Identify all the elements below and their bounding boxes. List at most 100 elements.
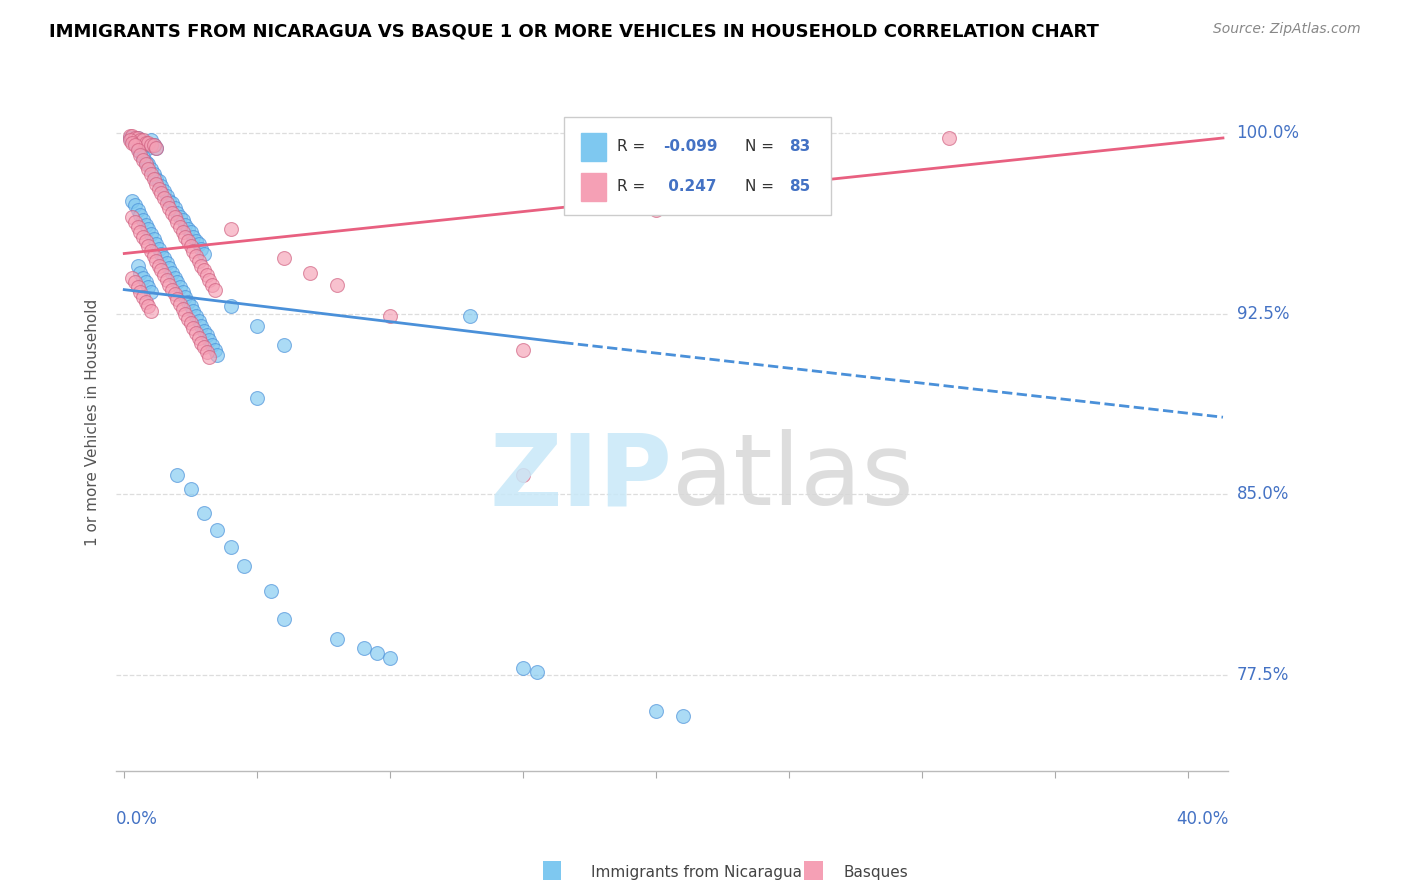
- Point: [156, 273, 179, 287]
- Point: [153, 191, 176, 205]
- Point: [273, 612, 295, 626]
- Point: [121, 211, 143, 225]
- Point: [127, 220, 149, 235]
- Point: [174, 290, 197, 304]
- Point: [163, 201, 186, 215]
- Point: [129, 145, 152, 160]
- Point: [160, 283, 183, 297]
- Point: [139, 227, 162, 242]
- Point: [207, 348, 229, 362]
- Point: [153, 252, 176, 266]
- Point: [177, 222, 200, 236]
- Point: [136, 222, 159, 236]
- Point: [124, 198, 146, 212]
- Point: [193, 340, 215, 354]
- Point: [148, 174, 170, 188]
- Point: [380, 309, 402, 323]
- Point: [132, 133, 155, 147]
- Point: [160, 266, 183, 280]
- Point: [127, 131, 149, 145]
- Point: [145, 140, 167, 154]
- Point: [159, 201, 181, 215]
- Point: [180, 316, 202, 330]
- Point: [135, 235, 157, 249]
- Text: R =: R =: [617, 139, 650, 154]
- Point: [645, 203, 668, 218]
- Point: [184, 235, 207, 249]
- Point: [193, 507, 215, 521]
- Point: [190, 335, 212, 350]
- Point: [180, 483, 202, 497]
- Point: [135, 138, 157, 153]
- Text: IMMIGRANTS FROM NICARAGUA VS BASQUE 1 OR MORE VEHICLES IN HOUSEHOLD CORRELATION : IMMIGRANTS FROM NICARAGUA VS BASQUE 1 OR…: [49, 22, 1099, 40]
- Point: [190, 242, 212, 256]
- Point: [193, 324, 215, 338]
- Point: [150, 179, 173, 194]
- Point: [135, 157, 157, 171]
- Point: [174, 218, 197, 232]
- Point: [129, 285, 152, 299]
- Point: [366, 646, 388, 660]
- Point: [204, 283, 226, 297]
- Point: [127, 140, 149, 154]
- Point: [135, 218, 157, 232]
- Point: [121, 270, 143, 285]
- Point: [135, 294, 157, 309]
- Point: [233, 559, 256, 574]
- Point: [195, 268, 218, 282]
- Point: [512, 660, 534, 674]
- Point: [184, 309, 207, 323]
- Point: [174, 307, 197, 321]
- Point: [204, 343, 226, 357]
- Bar: [581, 133, 606, 161]
- Point: [124, 136, 146, 150]
- Point: [180, 300, 202, 314]
- Point: [273, 252, 295, 266]
- Point: [139, 304, 162, 318]
- Point: [124, 133, 146, 147]
- Point: [145, 236, 167, 251]
- Point: [136, 136, 159, 150]
- Point: [118, 131, 141, 145]
- Point: [150, 246, 173, 260]
- Text: Source: ZipAtlas.com: Source: ZipAtlas.com: [1213, 22, 1361, 37]
- Point: [139, 162, 162, 177]
- Point: [129, 208, 152, 222]
- Point: [136, 239, 159, 253]
- Point: [153, 268, 176, 282]
- Point: [124, 131, 146, 145]
- Point: [142, 167, 165, 181]
- Point: [201, 338, 224, 352]
- Point: [129, 266, 152, 280]
- Point: [526, 665, 548, 680]
- Point: [645, 704, 668, 718]
- Point: [193, 246, 215, 260]
- Point: [121, 136, 143, 150]
- Point: [166, 276, 188, 290]
- Point: [198, 350, 221, 364]
- Point: [136, 162, 159, 177]
- Point: [169, 280, 191, 294]
- Point: [299, 266, 322, 280]
- Point: [326, 632, 349, 646]
- Text: Basques: Basques: [844, 865, 908, 880]
- Text: N =: N =: [745, 139, 779, 154]
- Point: [121, 128, 143, 143]
- Text: 85: 85: [789, 179, 810, 194]
- Point: [207, 524, 229, 538]
- Point: [148, 242, 170, 256]
- Text: 40.0%: 40.0%: [1175, 810, 1229, 828]
- Point: [273, 338, 295, 352]
- Point: [512, 343, 534, 357]
- Point: [169, 220, 191, 235]
- Point: [159, 277, 181, 292]
- Point: [124, 215, 146, 229]
- Point: [150, 263, 173, 277]
- Point: [139, 138, 162, 153]
- Point: [127, 143, 149, 157]
- Point: [184, 326, 207, 340]
- Point: [156, 256, 179, 270]
- Point: [142, 138, 165, 153]
- Point: [458, 309, 481, 323]
- Point: [139, 167, 162, 181]
